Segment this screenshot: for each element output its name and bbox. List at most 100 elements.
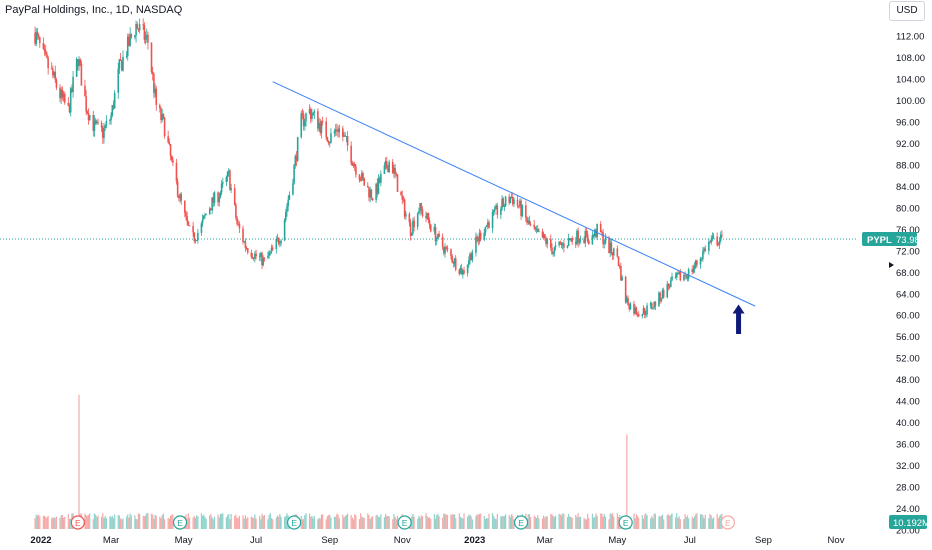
candle-body	[387, 168, 389, 173]
candle-body	[245, 247, 248, 249]
volume-bar	[695, 514, 697, 529]
volume-bar	[338, 518, 340, 529]
price-axis[interactable]: 112.00 108.00 104.00 100.00 96.00 92.00 88.00 8…	[896, 32, 925, 537]
volume-bar	[592, 517, 595, 529]
volume-bar	[442, 517, 444, 529]
candle-body	[534, 227, 537, 229]
volume-bar	[47, 515, 49, 529]
candle-body	[292, 183, 294, 195]
candle-body	[118, 59, 121, 69]
trendline[interactable]	[272, 81, 756, 307]
candle-body	[288, 194, 291, 200]
volume-bar	[135, 518, 137, 529]
candle-body	[517, 205, 520, 207]
volume-bar	[358, 519, 361, 529]
volume-bar	[413, 516, 415, 529]
candle-body	[226, 172, 229, 178]
scroll-right-icon[interactable]	[889, 262, 894, 268]
candle-body	[593, 229, 596, 237]
volume-bar	[230, 513, 232, 529]
candle-body	[428, 220, 431, 225]
volume-bar	[528, 514, 531, 529]
volume-bar	[121, 519, 123, 529]
candle-body	[255, 253, 257, 257]
candle-body	[718, 240, 721, 246]
volume-bar	[305, 513, 307, 529]
candle-body	[666, 283, 669, 298]
time-axis[interactable]: 2022 Mar May Jul Sep Nov 2023 Mar May Jul Sep Nov	[30, 535, 844, 546]
candle-body	[78, 59, 80, 67]
price-tick-label: 100.00	[896, 96, 925, 107]
candle-body	[429, 224, 432, 232]
volume-bar	[658, 516, 660, 529]
candle-body	[667, 283, 670, 287]
candle-body	[711, 236, 714, 240]
candle-body	[438, 233, 440, 237]
candle-body	[200, 223, 203, 233]
volume-bar	[393, 513, 395, 529]
volume-bar	[462, 518, 464, 529]
candle-body	[210, 208, 212, 211]
volume-bar	[443, 513, 445, 529]
volume-bar	[455, 518, 457, 529]
volume-bar	[646, 515, 648, 529]
up-arrow-annotation[interactable]	[732, 304, 745, 335]
candle-body	[43, 48, 46, 52]
candle-body	[162, 113, 165, 118]
candle-body	[528, 220, 531, 225]
volume-bar	[371, 516, 374, 529]
volume-bar	[487, 518, 489, 529]
candle-body	[302, 114, 305, 126]
volume-bar	[217, 514, 219, 529]
symbol-title[interactable]: PayPal Holdings, Inc., 1D, NASDAQ	[5, 4, 183, 16]
candle-body	[435, 238, 438, 242]
volume-bar	[438, 516, 440, 529]
candle-body	[62, 93, 65, 98]
candle-body	[318, 122, 320, 129]
volume-bar	[541, 518, 544, 529]
volume-bar	[703, 518, 705, 529]
volume-bar	[444, 513, 446, 529]
candle-body	[333, 131, 336, 134]
candle-body	[105, 120, 108, 126]
volume-bar	[169, 515, 172, 529]
candle-body	[34, 33, 36, 44]
candle-body	[229, 170, 231, 190]
volume-bar	[678, 516, 680, 529]
candle-body	[286, 206, 288, 213]
candle-body	[412, 220, 414, 234]
candle-body	[443, 246, 445, 254]
candle-body	[584, 231, 587, 243]
volume-bar	[430, 519, 432, 529]
volume-bar	[445, 514, 447, 529]
candle-body	[135, 24, 137, 36]
candle-body	[520, 200, 522, 217]
candle-body	[621, 276, 623, 281]
candle-body	[475, 236, 477, 253]
candle-body	[153, 74, 155, 94]
candle-body	[37, 34, 40, 38]
candle-body	[717, 244, 720, 246]
volume-bar	[212, 519, 214, 529]
candle-body	[280, 240, 282, 244]
candle-body	[408, 213, 411, 223]
candle-body	[351, 163, 354, 166]
volume-bar	[659, 516, 661, 529]
candle-body	[250, 252, 253, 257]
candle-body	[416, 213, 419, 227]
volume-bar	[388, 516, 390, 529]
volume-bar	[503, 515, 506, 529]
candle-body	[368, 187, 370, 198]
currency-button[interactable]: USD	[889, 1, 925, 21]
candle-body	[86, 111, 89, 114]
candle-body	[122, 56, 124, 71]
volume-bar	[312, 518, 314, 529]
volume-bar	[477, 514, 479, 529]
volume-bar	[699, 514, 702, 529]
candle-body	[301, 113, 304, 115]
earnings-marker-label: E	[291, 518, 297, 528]
candle-body	[599, 224, 602, 233]
